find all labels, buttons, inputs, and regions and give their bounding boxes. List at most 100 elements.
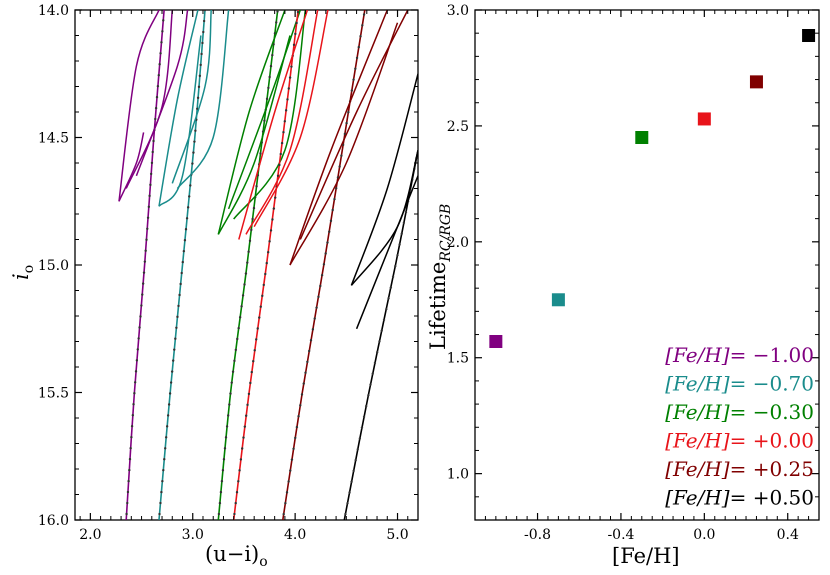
isochrone-point	[180, 271, 183, 275]
isochrone-point	[402, 221, 406, 225]
isochrone-loop-line	[245, 10, 319, 235]
isochrone-point	[134, 370, 138, 373]
isochrone-point	[309, 339, 313, 342]
isochrone-loop-line	[158, 35, 202, 207]
isochrone-point	[288, 76, 292, 79]
isochrone-point	[185, 217, 189, 220]
isochrone-point	[307, 349, 311, 353]
isochrone-rgb-line	[217, 10, 279, 520]
isochrone-point	[226, 414, 230, 417]
isochrone-point	[361, 24, 364, 27]
isochrone-point	[362, 415, 366, 419]
isochrone-rgb-line	[232, 10, 299, 520]
legend-entry: [Fe/H]= +0.50	[665, 486, 814, 510]
isochrone-point	[344, 512, 347, 516]
lifetime-x-axis-title: [Fe/H]	[612, 544, 680, 568]
isochrone-point	[161, 479, 164, 483]
cmd-y-tick-label: 14.5	[38, 131, 69, 147]
isochrone-point	[140, 304, 143, 307]
isochrone-point	[127, 479, 130, 483]
cmd-x-tick-label: 2.0	[79, 527, 101, 543]
legend: [Fe/H]= −1.00[Fe/H]= −0.70[Fe/H]= −0.30[…	[665, 343, 814, 510]
isochrone-loop-line	[253, 10, 329, 228]
isochrone-point	[329, 219, 333, 223]
isochrone-point	[276, 10, 279, 13]
lifetime-x-tick-label: 0.4	[777, 527, 799, 543]
lifetime-x-tick-label: 0.0	[693, 527, 715, 543]
isochrone-point	[158, 512, 161, 516]
isochrone-point	[362, 13, 366, 16]
isochrone-point	[247, 250, 250, 253]
isochrone-point	[356, 448, 359, 451]
isochrone-point	[156, 84, 160, 88]
isochrone-series	[232, 10, 329, 520]
cmd-y-axis-title: io	[9, 265, 37, 280]
lifetime-data-point	[489, 335, 503, 348]
isochrone-point	[175, 326, 178, 329]
isochrone-point	[147, 205, 151, 209]
isochrone-point	[275, 21, 278, 24]
isochrone-point	[295, 21, 298, 25]
isochrone-point	[168, 392, 172, 395]
isochrone-point	[128, 468, 131, 472]
isochrone-point	[300, 393, 304, 396]
isochrone-point	[304, 371, 307, 374]
lifetime-points	[489, 29, 816, 348]
cmd-panel: 2.0 3.0 4.0 5.014.014.515.015.516.0 (u−i)o …	[9, 3, 419, 570]
isochrone-point	[225, 425, 229, 428]
isochrone-series	[282, 10, 409, 520]
cmd-x-tick-label: 4.0	[284, 527, 306, 543]
isochrone-point	[371, 372, 374, 375]
isochrone-point	[184, 228, 188, 231]
isochrone-loop-line	[118, 10, 160, 202]
isochrone-point	[306, 360, 309, 364]
isochrone-point	[398, 243, 401, 246]
isochrone-point	[196, 96, 200, 100]
isochrone-point	[280, 141, 284, 145]
isochrone-point	[367, 394, 370, 397]
isochrone-point	[338, 165, 341, 168]
isochrone-point	[359, 35, 362, 38]
isochrone-point	[289, 469, 292, 472]
isochrone-point	[271, 53, 274, 57]
isochrone-point	[261, 294, 264, 298]
isochrone-point	[186, 206, 190, 209]
cmd-y-tick-label: 14.0	[38, 3, 69, 19]
isochrone-point	[248, 239, 252, 243]
isochrone-point	[145, 238, 148, 241]
isochrone-point	[266, 251, 270, 254]
isochrone-point	[258, 316, 261, 319]
isochrone-point	[348, 491, 351, 494]
isochrone-point	[319, 284, 322, 288]
isochrone-point	[262, 283, 265, 287]
isochrone-point	[278, 163, 281, 167]
isochrone-point	[201, 41, 204, 45]
isochrone-point	[255, 338, 258, 341]
isochrone-point	[250, 370, 253, 374]
legend-entry: [Fe/H]= +0.00	[665, 429, 814, 453]
legend-entry-value: = −1.00	[730, 343, 814, 367]
isochrone-loop-line	[350, 150, 418, 286]
cmd-y-tick-label: 16.0	[38, 513, 69, 529]
isochrone-point	[221, 469, 225, 472]
isochrone-point	[246, 261, 249, 264]
isochrone-point	[133, 392, 136, 395]
isochrone-point	[350, 480, 353, 483]
isochrone-point	[233, 512, 236, 516]
cmd-x-tick-label: 3.0	[182, 527, 204, 543]
isochrone-point	[246, 403, 249, 407]
isochrone-point	[252, 359, 255, 363]
isochrone-point	[400, 232, 403, 235]
isochrone-point	[132, 403, 135, 406]
isochrone-point	[311, 328, 315, 331]
isochrone-point	[234, 501, 237, 505]
isochrone-point	[322, 263, 326, 266]
isochrone-point	[167, 403, 171, 406]
isochrone-point	[328, 230, 331, 233]
isochrone-point	[202, 30, 205, 34]
isochrone-point	[146, 216, 150, 219]
isochrone-point	[290, 458, 294, 461]
isochrone-point	[234, 348, 238, 352]
isochrone-rgb-line	[158, 10, 206, 520]
isochrone-point	[162, 19, 165, 22]
